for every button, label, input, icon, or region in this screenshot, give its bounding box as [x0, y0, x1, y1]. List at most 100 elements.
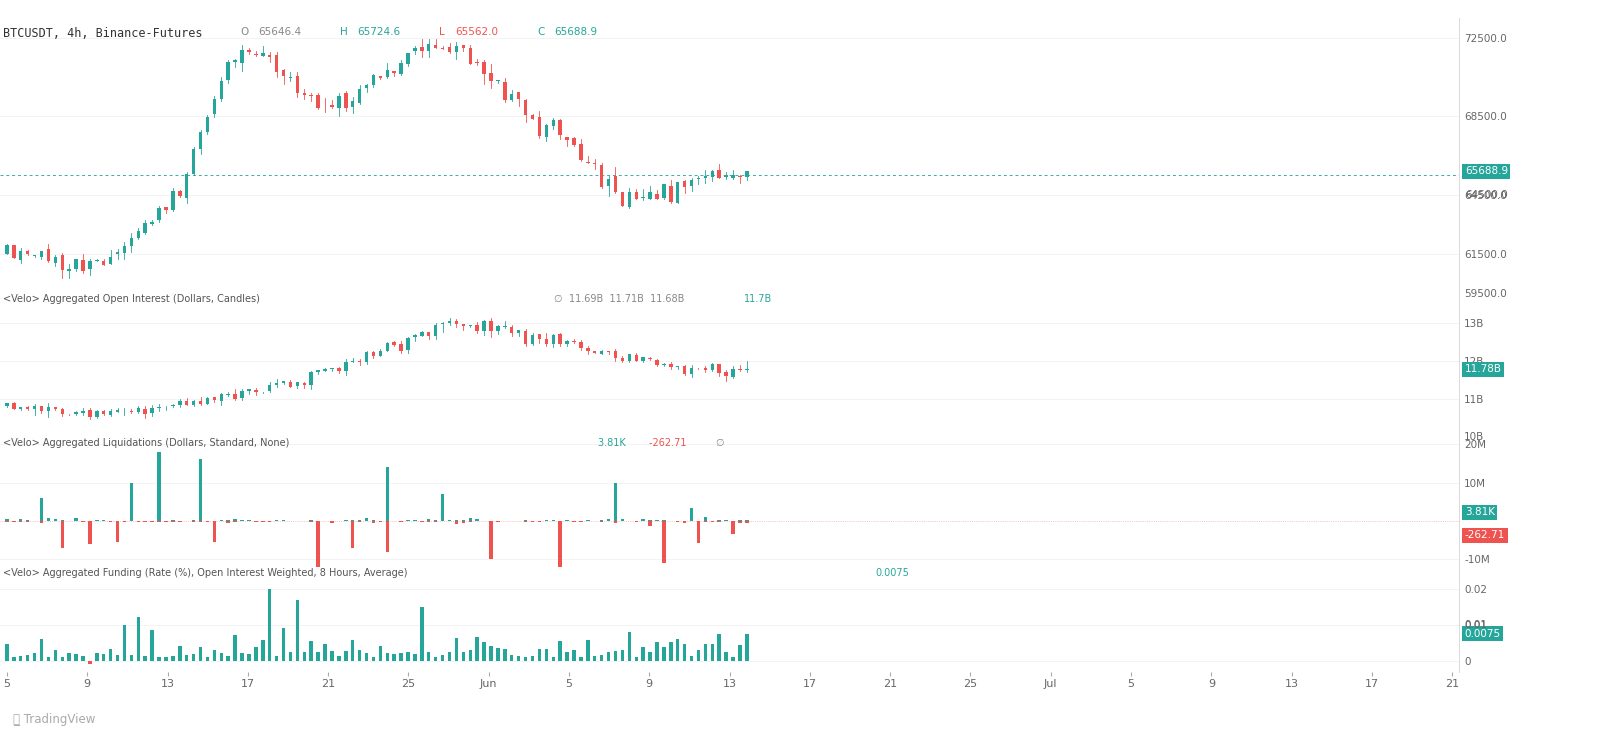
Bar [614, 521, 618, 523]
Bar [656, 360, 659, 366]
Bar [614, 176, 618, 192]
Bar [74, 412, 78, 414]
Bar [130, 238, 133, 247]
Bar [317, 371, 320, 372]
Bar [302, 93, 306, 95]
Bar [171, 656, 174, 661]
Bar [413, 335, 416, 338]
Bar [627, 355, 630, 361]
Bar [74, 654, 78, 661]
Bar [371, 521, 374, 523]
Bar [144, 521, 147, 522]
Text: O: O [240, 26, 250, 37]
Bar [490, 521, 493, 559]
Bar [234, 521, 237, 522]
Bar [379, 647, 382, 661]
Bar [358, 650, 362, 661]
Bar [642, 357, 645, 361]
Bar [642, 519, 645, 521]
Bar [267, 589, 272, 661]
Bar [725, 653, 728, 661]
Bar [288, 653, 293, 661]
Bar [635, 355, 638, 361]
Bar [365, 352, 368, 362]
Bar [136, 617, 141, 661]
Bar [227, 520, 230, 521]
Bar [413, 520, 416, 521]
Bar [150, 407, 154, 413]
Bar [192, 654, 195, 661]
Bar [46, 249, 50, 261]
Bar [323, 369, 326, 371]
Bar [717, 521, 722, 522]
Text: 65646.4: 65646.4 [258, 26, 301, 37]
Bar [606, 652, 610, 661]
Bar [109, 256, 112, 264]
Bar [386, 70, 389, 77]
Bar [413, 653, 416, 661]
Bar [53, 407, 58, 409]
Bar [746, 521, 749, 523]
Bar [386, 653, 389, 661]
Bar [240, 653, 243, 661]
Bar [523, 657, 528, 661]
Bar [5, 521, 8, 522]
Bar [490, 73, 493, 81]
Bar [442, 655, 445, 661]
Bar [213, 397, 216, 400]
Bar [482, 642, 486, 661]
Bar [469, 518, 472, 521]
Bar [648, 652, 651, 661]
Bar [656, 642, 659, 661]
Bar [386, 343, 389, 351]
Bar [115, 410, 120, 412]
Bar [400, 344, 403, 351]
Bar [67, 269, 70, 272]
Text: 65562.0: 65562.0 [456, 26, 498, 37]
Bar [26, 407, 29, 410]
Bar [475, 62, 478, 63]
Text: 3.81K: 3.81K [598, 437, 632, 448]
Bar [662, 520, 666, 521]
Bar [558, 641, 562, 661]
Bar [627, 192, 630, 206]
Bar [502, 81, 507, 100]
Text: -262.71: -262.71 [1464, 530, 1506, 540]
Text: 0.01: 0.01 [1464, 619, 1488, 630]
Bar [510, 655, 514, 661]
Bar [330, 368, 334, 369]
Bar [344, 520, 347, 521]
Bar [109, 411, 112, 415]
Bar [496, 521, 499, 523]
Bar [413, 48, 416, 51]
Bar [606, 178, 610, 186]
Bar [600, 520, 603, 521]
Bar [267, 385, 272, 391]
Bar [427, 519, 430, 521]
Bar [621, 192, 624, 206]
Bar [496, 648, 499, 661]
Bar [462, 520, 466, 521]
Bar [690, 508, 693, 521]
Bar [309, 642, 314, 661]
Bar [26, 251, 29, 254]
Bar [234, 636, 237, 661]
Bar [427, 44, 430, 51]
Bar [662, 521, 666, 563]
Bar [61, 521, 64, 548]
Bar [61, 657, 64, 661]
Bar [442, 48, 445, 49]
Bar [227, 62, 230, 80]
Bar [531, 656, 534, 661]
Bar [309, 521, 314, 522]
Bar [669, 364, 672, 367]
Bar [648, 357, 651, 360]
Bar [662, 184, 666, 198]
Text: BTCUSDT, 4h, Binance-Futures: BTCUSDT, 4h, Binance-Futures [3, 26, 203, 40]
Bar [606, 519, 610, 521]
Bar [144, 655, 147, 661]
Bar [738, 520, 742, 521]
Bar [317, 652, 320, 661]
Bar [227, 655, 230, 661]
Bar [579, 145, 582, 160]
